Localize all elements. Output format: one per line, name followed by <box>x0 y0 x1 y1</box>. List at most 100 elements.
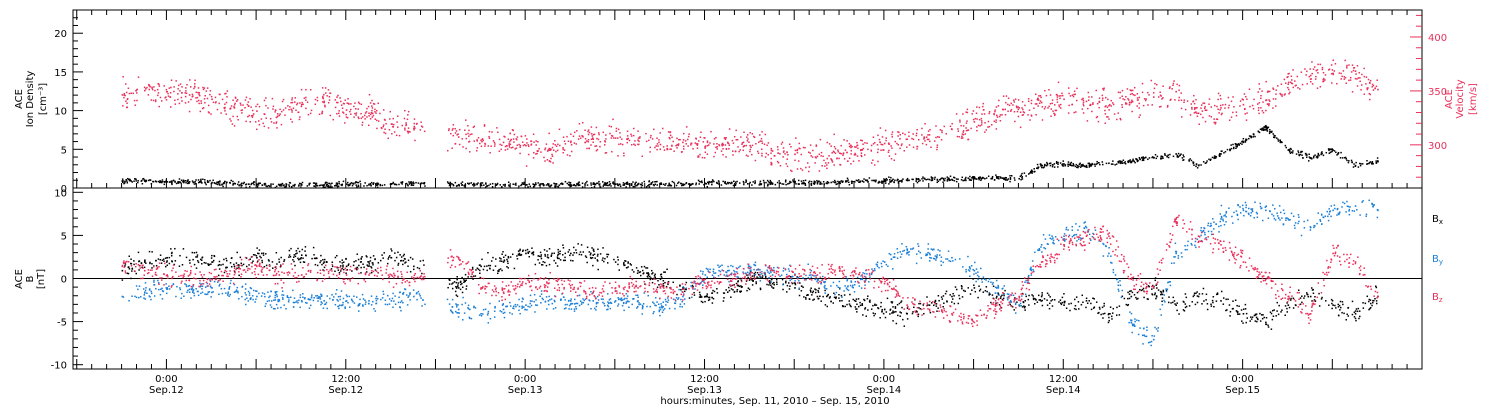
bx-point <box>1328 304 1330 306</box>
velocity-point <box>570 144 573 146</box>
velocity-point <box>1180 107 1183 110</box>
density-point <box>1064 165 1066 167</box>
density-point <box>1218 155 1221 157</box>
density-point <box>1317 152 1320 155</box>
bx-point <box>447 286 449 289</box>
bx-point <box>297 247 299 250</box>
velocity-point <box>976 126 978 128</box>
density-point <box>1142 159 1145 162</box>
velocity-point <box>1155 83 1158 86</box>
bx-point <box>1281 309 1283 311</box>
velocity-point <box>468 135 470 137</box>
bx-point <box>499 260 501 262</box>
velocity-point <box>856 144 858 147</box>
velocity-point <box>928 138 930 141</box>
density-point <box>1313 155 1315 158</box>
velocity-point <box>1180 116 1183 118</box>
density-point <box>1033 168 1035 170</box>
density-point <box>1062 160 1064 162</box>
density-point <box>1265 129 1267 131</box>
bx-point <box>301 248 304 251</box>
bx-point <box>708 296 711 299</box>
velocity-point <box>584 137 587 140</box>
bx-point <box>969 293 972 295</box>
density-point <box>1332 149 1334 151</box>
density-point <box>326 185 328 187</box>
velocity-point <box>1331 69 1334 71</box>
velocity-point <box>282 98 285 101</box>
density-point <box>917 180 920 183</box>
bx-point <box>1051 305 1054 307</box>
bx-point <box>788 282 790 284</box>
density-point <box>1305 154 1307 156</box>
velocity-point <box>518 143 520 146</box>
bx-point <box>855 308 857 310</box>
bx-point <box>1375 300 1378 302</box>
velocity-point <box>468 141 470 143</box>
density-point <box>1274 135 1276 137</box>
density-point <box>320 184 322 186</box>
bx-point <box>1260 314 1263 316</box>
velocity-point <box>291 121 293 123</box>
velocity-point <box>794 153 796 156</box>
velocity-point <box>1054 109 1057 112</box>
density-point <box>135 180 137 182</box>
bx-point <box>1191 301 1193 303</box>
velocity-point <box>617 128 620 131</box>
velocity-point <box>1091 96 1093 98</box>
velocity-point <box>203 98 206 100</box>
velocity-point <box>612 118 614 121</box>
bx-point <box>1358 310 1361 312</box>
velocity-point <box>766 144 768 147</box>
velocity-point <box>357 116 360 118</box>
velocity-point <box>288 108 290 111</box>
velocity-point <box>420 121 422 123</box>
velocity-point <box>1341 75 1343 78</box>
velocity-point <box>1030 102 1033 105</box>
density-point <box>980 179 982 182</box>
velocity-point <box>151 88 154 91</box>
velocity-point <box>925 143 928 146</box>
density-point <box>464 186 466 188</box>
density-point <box>1329 151 1332 154</box>
density-point <box>1277 140 1280 142</box>
velocity-point <box>676 143 678 146</box>
density-point <box>975 178 977 180</box>
bx-point <box>419 260 422 262</box>
bx-point <box>1063 302 1066 304</box>
velocity-point <box>979 125 981 127</box>
density-point <box>1269 129 1271 131</box>
bx-point <box>131 270 133 272</box>
density-point <box>807 181 810 184</box>
bx-point <box>960 285 963 287</box>
bx-point <box>197 261 200 264</box>
density-point <box>294 183 296 186</box>
bx-point <box>698 296 701 298</box>
velocity-point <box>406 118 409 121</box>
velocity-point <box>588 147 591 150</box>
velocity-point <box>544 160 546 162</box>
density-point <box>602 185 605 187</box>
velocity-point <box>521 141 524 143</box>
density-point <box>250 182 253 185</box>
velocity-point <box>497 131 499 134</box>
velocity-point <box>339 97 341 99</box>
bx-point <box>866 297 869 300</box>
bx-point <box>1369 307 1371 310</box>
velocity-point <box>983 109 985 111</box>
bx-point <box>1063 293 1065 295</box>
velocity-point <box>1309 68 1311 70</box>
velocity-point <box>245 120 247 123</box>
density-point <box>667 184 669 187</box>
bx-point <box>818 287 820 290</box>
density-point <box>1358 162 1361 165</box>
density-point <box>454 181 457 184</box>
velocity-point <box>677 143 680 145</box>
velocity-point <box>1010 102 1012 105</box>
bx-point <box>735 282 738 285</box>
bx-point <box>751 279 753 281</box>
bx-point <box>817 298 820 300</box>
velocity-point <box>659 132 661 134</box>
bx-point <box>1140 289 1143 292</box>
density-point <box>1208 158 1210 161</box>
